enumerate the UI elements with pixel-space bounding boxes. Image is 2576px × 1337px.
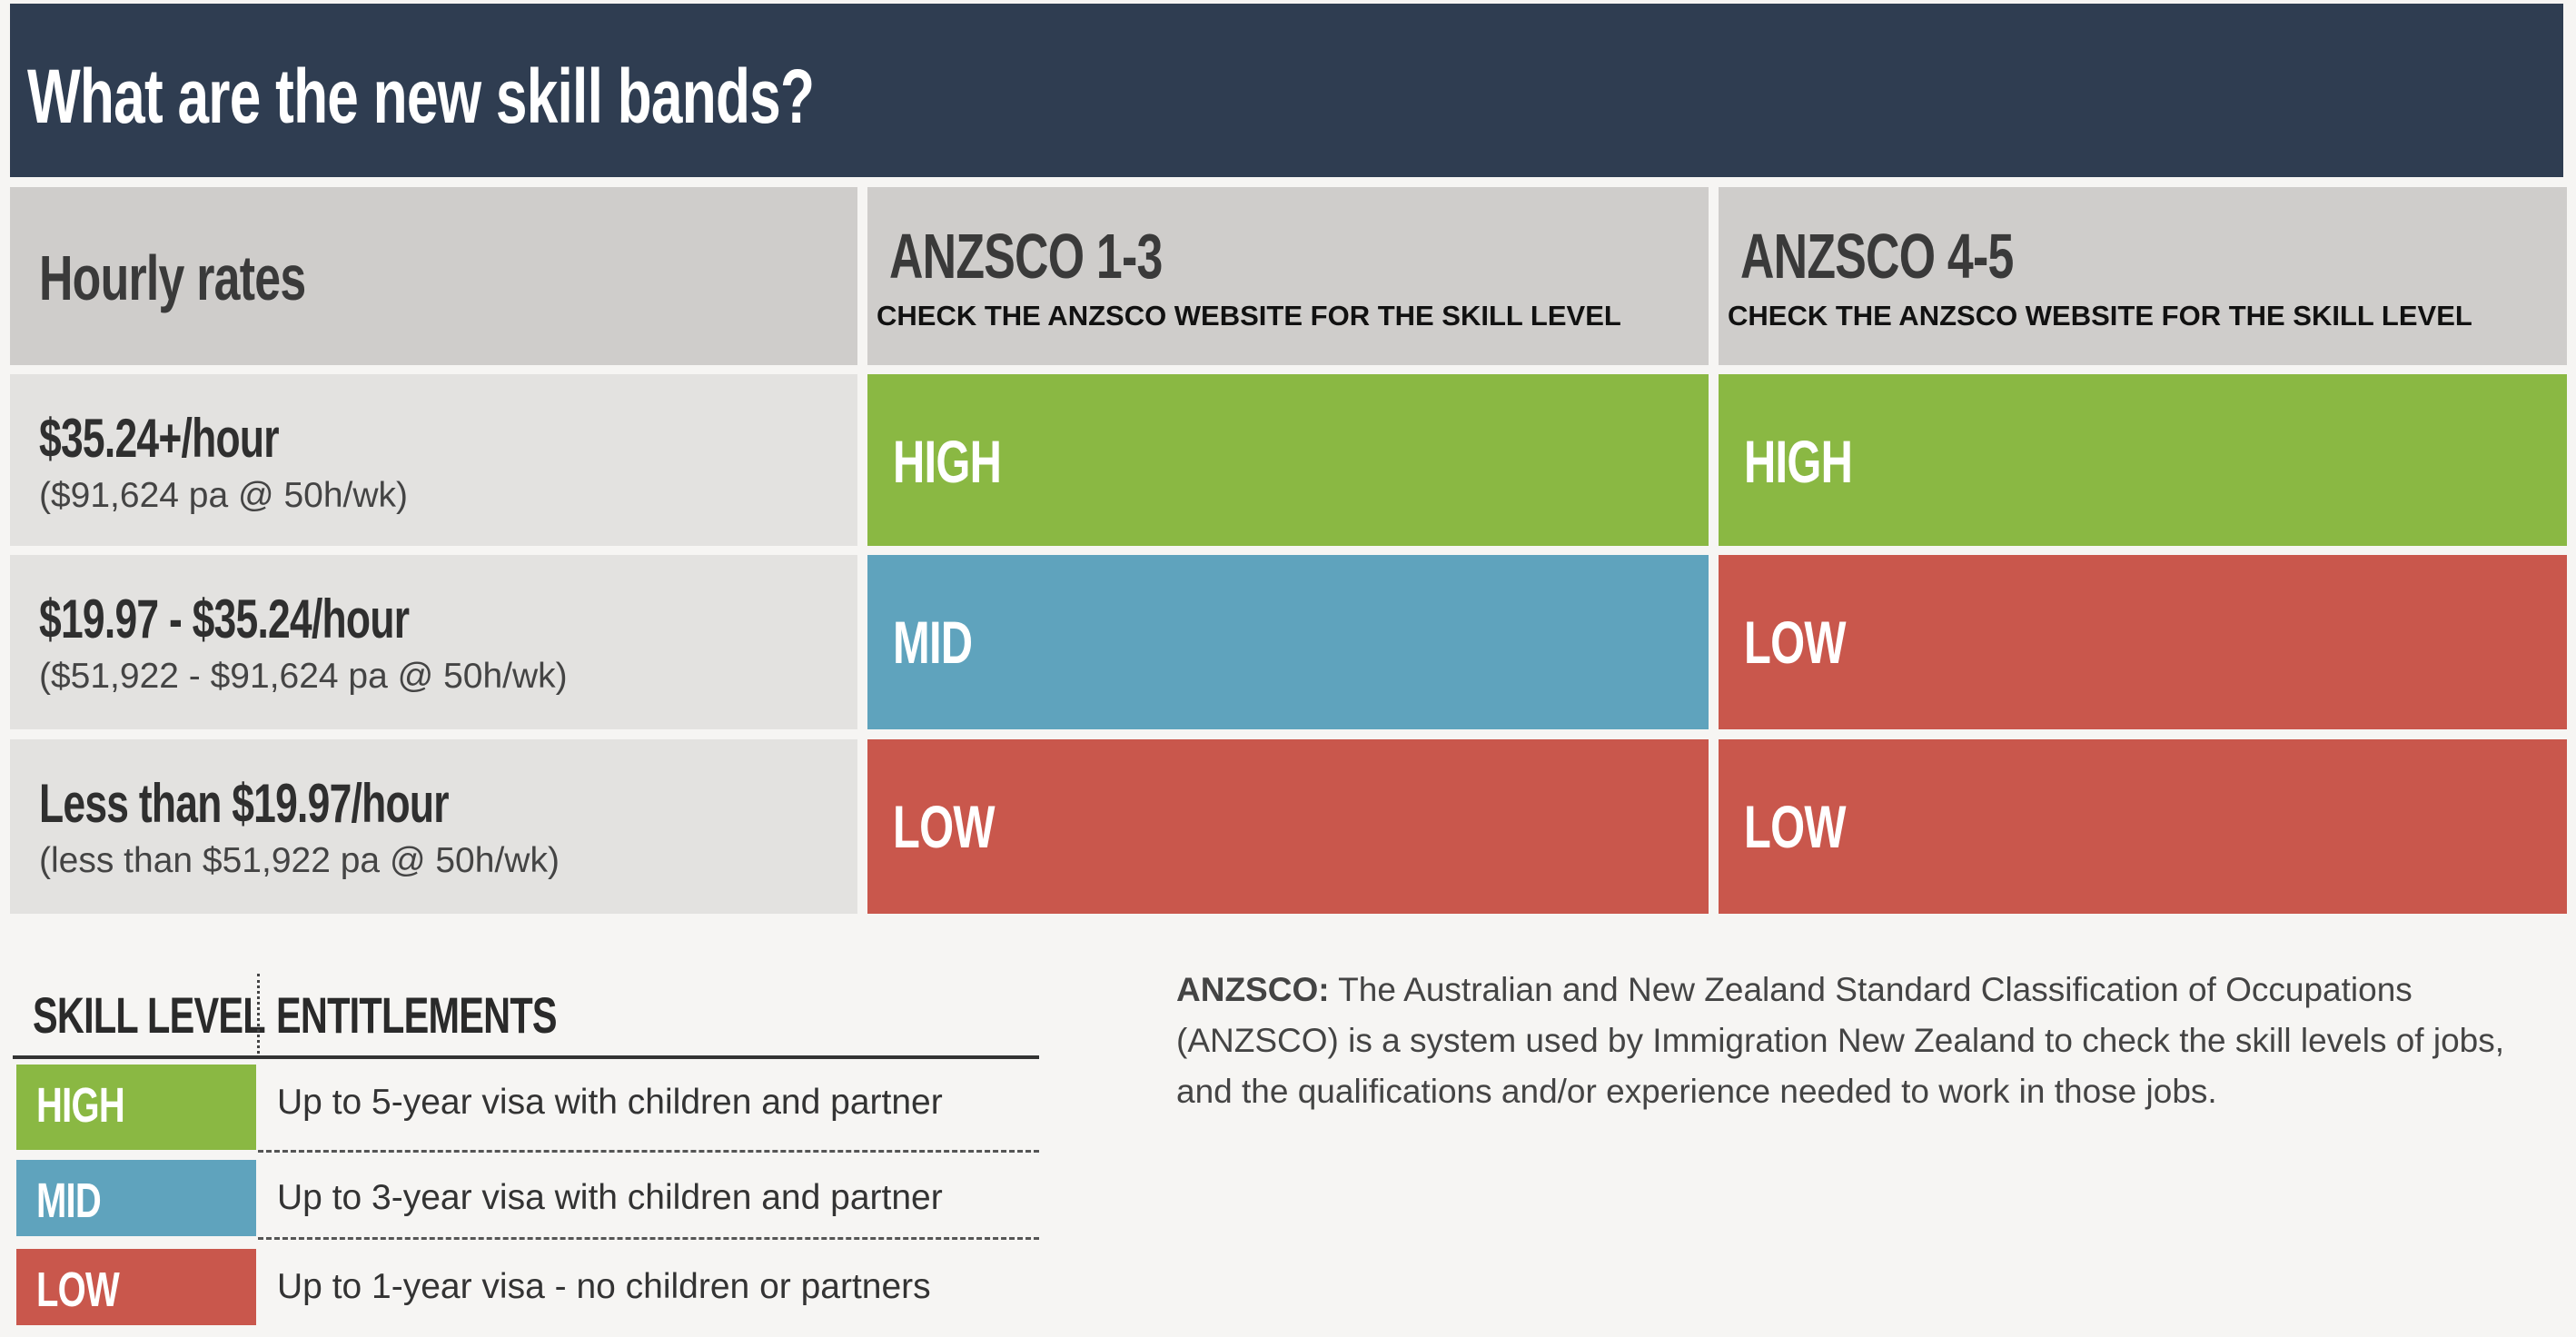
note: ANZSCO: The Australian and New Zealand S… xyxy=(1176,965,2557,1117)
legend-header: ENTITLEMENTS xyxy=(276,985,655,1045)
legend-divider xyxy=(257,974,260,1054)
legend-header: SKILL LEVEL xyxy=(33,985,347,1045)
band-cell: LOW xyxy=(1719,739,2567,914)
note-term: ANZSCO: xyxy=(1176,971,1330,1008)
band-cell: HIGH xyxy=(867,374,1709,546)
band-label: MID xyxy=(893,609,973,676)
rate: Less than $19.97/hour xyxy=(39,773,450,834)
column-note: CHECK THE ANZSCO WEBSITE FOR THE SKILL L… xyxy=(1728,300,2472,332)
header-cell: ANZSCO 1-3 CHECK THE ANZSCO WEBSITE FOR … xyxy=(867,187,1709,365)
legend-text: Up to 1-year visa - no children or partn… xyxy=(277,1267,931,1306)
band-cell: MID xyxy=(867,555,1709,729)
legend-text: Up to 5-year visa with children and part… xyxy=(277,1083,943,1122)
legend-level: LOW xyxy=(36,1263,120,1317)
legend-swatch: LOW xyxy=(16,1249,256,1325)
band-label: LOW xyxy=(1744,793,1846,860)
legend-swatch: MID xyxy=(16,1160,256,1236)
band-cell: LOW xyxy=(867,739,1709,914)
band-label: LOW xyxy=(893,793,995,860)
legend-header-text: ENTITLEMENTS xyxy=(276,986,558,1044)
band-cell: LOW xyxy=(1719,555,2567,729)
legend-separator xyxy=(258,1237,1039,1240)
column-title: ANZSCO 1-3 xyxy=(889,221,1163,292)
legend-rule xyxy=(13,1055,1039,1059)
rate: $19.97 - $35.24/hour xyxy=(39,589,410,649)
column-title: ANZSCO 4-5 xyxy=(1740,221,2014,292)
band-label: HIGH xyxy=(893,428,1002,495)
rate-cell: Less than $19.97/hour (less than $51,922 … xyxy=(10,739,857,914)
legend-text: Up to 3-year visa with children and part… xyxy=(277,1178,943,1217)
legend-swatch: HIGH xyxy=(16,1065,256,1150)
rate: $35.24+/hour xyxy=(39,408,280,469)
header-cell: ANZSCO 4-5 CHECK THE ANZSCO WEBSITE FOR … xyxy=(1719,187,2567,365)
legend-level: HIGH xyxy=(36,1078,125,1133)
title-bar xyxy=(10,4,2563,177)
band-label: HIGH xyxy=(1744,428,1853,495)
title: What are the new skill bands? xyxy=(27,53,1091,141)
rate-cell: $35.24+/hour ($91,624 pa @ 50h/wk) xyxy=(10,374,857,546)
legend-header-text: SKILL LEVEL xyxy=(33,986,266,1044)
legend-separator xyxy=(258,1150,1039,1153)
annual-rate: ($51,922 - $91,624 pa @ 50h/wk) xyxy=(39,657,568,696)
column-note: CHECK THE ANZSCO WEBSITE FOR THE SKILL L… xyxy=(877,300,1621,332)
header-cell: Hourly rates xyxy=(10,187,857,365)
rate-cell: $19.97 - $35.24/hour ($51,922 - $91,624 p… xyxy=(10,555,857,729)
annual-rate: ($91,624 pa @ 50h/wk) xyxy=(39,476,408,515)
band-cell: HIGH xyxy=(1719,374,2567,546)
annual-rate: (less than $51,922 pa @ 50h/wk) xyxy=(39,841,560,880)
title-text: What are the new skill bands? xyxy=(27,54,815,139)
band-label: LOW xyxy=(1744,609,1846,676)
note-text: The Australian and New Zealand Standard … xyxy=(1176,971,2505,1110)
header-label: Hourly rates xyxy=(39,243,306,313)
legend-level: MID xyxy=(36,1174,102,1228)
